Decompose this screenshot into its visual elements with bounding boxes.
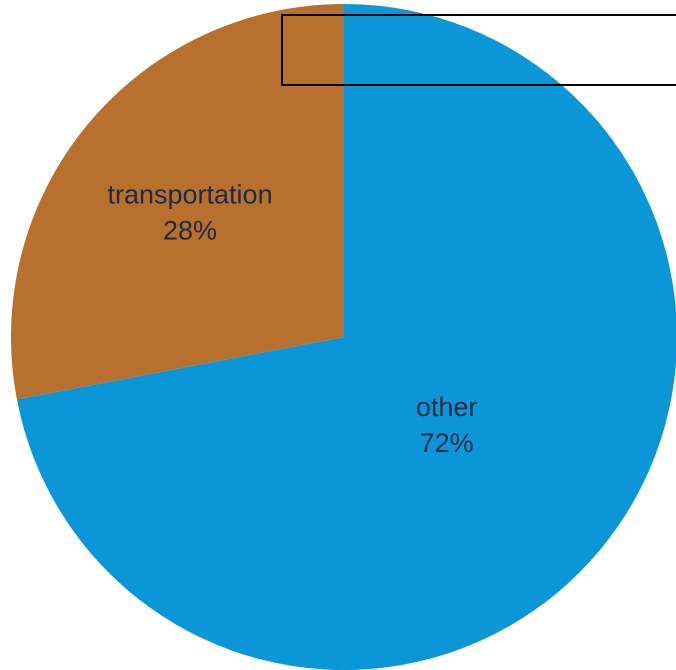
annotation-box (281, 14, 676, 86)
slice-label-transportation: transportation (107, 180, 272, 210)
slice-percent-other: 72% (420, 428, 474, 458)
slice-percent-transportation: 28% (163, 216, 217, 246)
pie-slice-other (16, 4, 676, 670)
slice-label-other: other (416, 392, 478, 422)
pie-labels: other 72% transportation 28% (107, 180, 477, 458)
pie-slices (10, 4, 676, 670)
pie-slice-transportation (10, 4, 344, 400)
